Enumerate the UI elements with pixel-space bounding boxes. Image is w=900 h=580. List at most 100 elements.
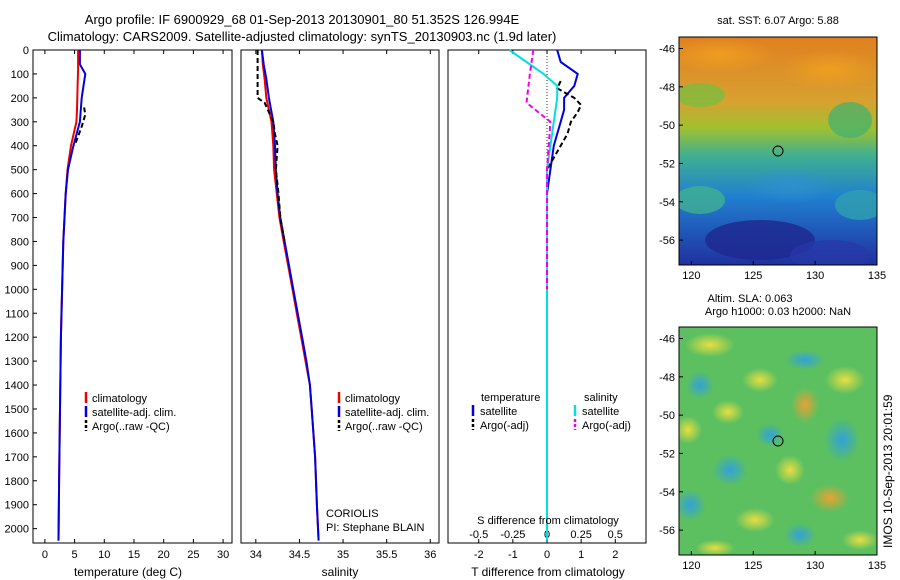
map-x-tick-label: 130 (806, 270, 824, 282)
legend-label-sal-satellite: satellite (582, 406, 619, 418)
series-line-satellite-adj-clim (57, 50, 87, 541)
sst-heatmap (679, 37, 877, 265)
annotation-coriolis: CORIOLIS (326, 508, 379, 520)
figure-title-line1: Argo profile: IF 6900929_68 01-Sep-2013 … (85, 12, 520, 27)
x-tick-label: 0 (42, 549, 48, 561)
map-y-tick-label: -50 (659, 120, 675, 132)
series-line-argo-adj (525, 49, 552, 290)
map-x-tick-label: 120 (682, 270, 700, 282)
map-y-tick-label: -56 (659, 235, 675, 247)
map-x-tick-label: 120 (682, 560, 700, 572)
x-tick-label: 36 (424, 549, 436, 561)
y-tick-label: 1300 (5, 356, 29, 368)
y-tick-label: 1900 (5, 500, 29, 512)
sla-float-marker (772, 435, 784, 447)
top-tick-label: 0.25 (570, 529, 591, 541)
sla-x-ticks: 120 125 130 135 (682, 551, 886, 572)
x-tick-label: 34 (250, 549, 262, 561)
map-y-tick-label: -48 (659, 372, 675, 384)
salinity-series (256, 49, 320, 541)
map-y-tick-label: -56 (659, 525, 675, 537)
sla-heatmap (679, 327, 877, 555)
series-line-satellite-adj-clim (260, 49, 320, 541)
y-tick-label: 2000 (5, 524, 29, 536)
series-line-satellite (508, 49, 559, 541)
x-tick-label: 10 (98, 549, 110, 561)
y-tick-label: 100 (11, 69, 29, 81)
top-tick-label: -0.5 (469, 529, 488, 541)
y-tick-label: 1100 (5, 308, 29, 320)
sst-y-ticks: -46 -48 -50 -52 -54 -56 (659, 43, 683, 247)
map-x-tick-label: 125 (744, 560, 762, 572)
x-tick-label: -1 (508, 549, 518, 561)
x-tick-label: 1 (578, 549, 584, 561)
legend-label-satellite: satellite-adj. clim. (92, 407, 176, 419)
y-tick-label: 800 (11, 236, 29, 248)
difference-xlabel-top: S difference from climatology (477, 515, 619, 527)
difference-top-ticks: -0.5 -0.25 0 0.25 0.5 (469, 529, 623, 541)
x-tick-label: -2 (474, 549, 484, 561)
x-tick-label: 35.5 (376, 549, 397, 561)
difference-xlabel: T difference from climatology (471, 565, 625, 579)
salinity-xlabel: salinity (322, 565, 359, 579)
sla-y-ticks: -46 -48 -50 -52 -54 -56 (659, 333, 683, 537)
y-tick-label: 400 (11, 141, 29, 153)
x-tick-label: 20 (158, 549, 170, 561)
legend-label-satellite: satellite-adj. clim. (345, 407, 429, 419)
annotation-pi: PI: Stephane BLAIN (326, 522, 425, 534)
difference-legend: temperature salinity satellite Argo(-adj… (471, 392, 631, 432)
temperature-x-ticks: 0 5 10 15 20 25 30 (42, 50, 229, 561)
map-y-tick-label: -46 (659, 43, 675, 55)
temperature-panel: 0100200300400500600700800900100011001200… (5, 45, 233, 579)
legend-label-temp-satellite: satellite (480, 406, 517, 418)
series-line-argo-adj (546, 80, 583, 171)
temperature-series (57, 50, 87, 541)
temperature-y-ticks: 0 100 200 300 400 500 600 700 800 900 1000 1100 1200… (5, 45, 37, 536)
map-y-tick-label: -54 (659, 487, 675, 499)
top-tick-label: -0.25 (500, 529, 525, 541)
y-tick-label: 900 (11, 260, 29, 272)
map-y-tick-label: -46 (659, 333, 675, 345)
salinity-axes-frame (240, 49, 440, 544)
sst-map-frame (678, 36, 878, 266)
legend-label-argo: Argo(..raw -QC) (92, 421, 170, 433)
sst-map-title: sat. SST: 6.07 Argo: 5.88 (717, 15, 839, 27)
x-tick-label: 25 (187, 549, 199, 561)
sst-x-ticks: 120 125 130 135 (682, 261, 886, 282)
y-tick-label: 1600 (5, 428, 29, 440)
figure-title-line2: Climatology: CARS2009. Satellite-adjuste… (48, 29, 557, 44)
x-tick-label: 2 (612, 549, 618, 561)
y-tick-label: 1200 (5, 332, 29, 344)
series-line-argo-raw-qc (256, 50, 286, 242)
map-x-tick-label: 135 (868, 270, 886, 282)
difference-series (508, 49, 583, 541)
series-line-argo-raw-qc (73, 107, 87, 147)
temperature-xlabel: temperature (deg C) (74, 565, 182, 579)
map-x-tick-label: 135 (868, 560, 886, 572)
sst-float-marker (772, 145, 784, 157)
y-tick-label: 1400 (5, 380, 29, 392)
salinity-legend: climatology satellite-adj. clim. Argo(..… (337, 392, 429, 433)
map-y-tick-label: -52 (659, 158, 675, 170)
legend-header-temperature: temperature (481, 392, 540, 404)
y-tick-label: 1000 (5, 284, 29, 296)
legend-label-climatology: climatology (345, 393, 401, 405)
sla-map-panel: Altim. SLA: 0.063 Argo h1000: 0.03 h2000… (659, 293, 886, 572)
y-tick-label: 1500 (5, 404, 29, 416)
y-tick-label: 200 (11, 93, 29, 105)
map-y-tick-label: -50 (659, 410, 675, 422)
series-line-climatology (260, 49, 320, 541)
y-tick-label: 300 (11, 117, 29, 129)
y-tick-label: 1700 (5, 452, 29, 464)
y-tick-label: 600 (11, 189, 29, 201)
y-tick-label: 500 (11, 165, 29, 177)
x-tick-label: 0 (544, 549, 550, 561)
top-tick-label: 0.5 (608, 529, 623, 541)
salinity-x-ticks: 34 34.5 35 35.5 36 (250, 50, 436, 561)
map-y-tick-label: -52 (659, 448, 675, 460)
sst-map-panel: sat. SST: 6.07 Argo: 5.88 120 125 130 135 -… (659, 15, 886, 282)
legend-label-climatology: climatology (92, 393, 148, 405)
legend-header-salinity: salinity (584, 392, 618, 404)
sla-map-frame (678, 326, 878, 556)
